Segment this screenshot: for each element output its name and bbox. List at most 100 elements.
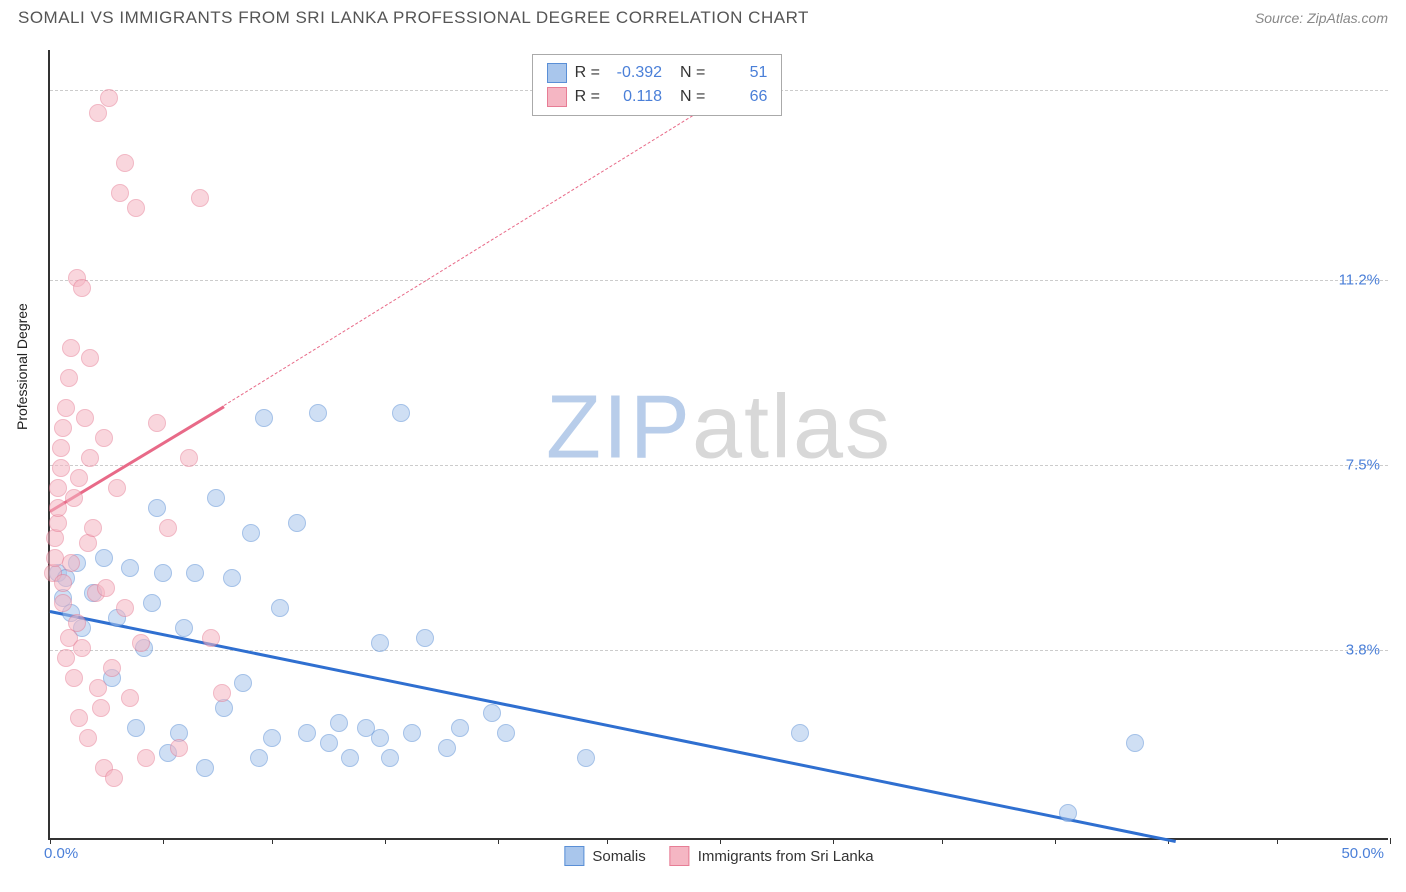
scatter-marker: [84, 519, 102, 537]
scatter-marker: [320, 734, 338, 752]
scatter-marker: [148, 499, 166, 517]
scatter-marker: [234, 674, 252, 692]
scatter-marker: [577, 749, 595, 767]
scatter-marker: [49, 499, 67, 517]
scatter-marker: [73, 639, 91, 657]
scatter-marker: [60, 369, 78, 387]
scatter-marker: [54, 594, 72, 612]
scatter-marker: [497, 724, 515, 742]
scatter-marker: [127, 199, 145, 217]
r-value: 0.118: [612, 85, 662, 109]
legend: Somalis Immigrants from Sri Lanka: [564, 846, 873, 866]
n-value: 51: [717, 61, 767, 85]
grid-line: [50, 280, 1388, 281]
scatter-marker: [255, 409, 273, 427]
scatter-marker: [371, 634, 389, 652]
scatter-marker: [309, 404, 327, 422]
scatter-marker: [116, 154, 134, 172]
y-axis-label: Professional Degree: [14, 303, 30, 430]
watermark-zip: ZIP: [546, 378, 692, 478]
scatter-marker: [65, 669, 83, 687]
scatter-marker: [196, 759, 214, 777]
scatter-marker: [73, 279, 91, 297]
scatter-marker: [100, 89, 118, 107]
scatter-marker: [121, 559, 139, 577]
legend-label: Somalis: [592, 848, 645, 865]
scatter-marker: [392, 404, 410, 422]
scatter-marker: [108, 479, 126, 497]
scatter-marker: [250, 749, 268, 767]
x-tick: [833, 838, 834, 844]
x-tick: [607, 838, 608, 844]
scatter-marker: [105, 769, 123, 787]
grid-line: [50, 465, 1388, 466]
scatter-marker: [54, 574, 72, 592]
y-tick-label: 7.5%: [1346, 457, 1380, 474]
scatter-marker: [70, 709, 88, 727]
n-label: N =: [680, 85, 705, 109]
y-tick-label: 3.8%: [1346, 642, 1380, 659]
scatter-marker: [483, 704, 501, 722]
r-label: R =: [575, 61, 600, 85]
plot-area: ZIPatlas 3.8%7.5%11.2%0.0%50.0%R =-0.392…: [48, 50, 1388, 840]
watermark-atlas: atlas: [692, 378, 892, 478]
chart-title: SOMALI VS IMMIGRANTS FROM SRI LANKA PROF…: [18, 8, 809, 28]
scatter-marker: [68, 614, 86, 632]
scatter-marker: [132, 634, 150, 652]
legend-swatch: [564, 846, 584, 866]
n-label: N =: [680, 61, 705, 85]
scatter-marker: [263, 729, 281, 747]
scatter-marker: [57, 649, 75, 667]
r-value: -0.392: [612, 61, 662, 85]
scatter-marker: [154, 564, 172, 582]
scatter-marker: [52, 459, 70, 477]
x-tick: [1277, 838, 1278, 844]
source-attribution: Source: ZipAtlas.com: [1255, 10, 1388, 26]
scatter-marker: [62, 339, 80, 357]
scatter-marker: [1126, 734, 1144, 752]
legend-swatch: [670, 846, 690, 866]
chart-container: ZIPatlas 3.8%7.5%11.2%0.0%50.0%R =-0.392…: [48, 50, 1388, 840]
scatter-marker: [271, 599, 289, 617]
scatter-marker: [207, 489, 225, 507]
scatter-marker: [191, 189, 209, 207]
scatter-marker: [791, 724, 809, 742]
scatter-marker: [451, 719, 469, 737]
scatter-marker: [186, 564, 204, 582]
scatter-marker: [137, 749, 155, 767]
scatter-marker: [215, 699, 233, 717]
legend-swatch: [547, 63, 567, 83]
trend-line-dashed: [224, 115, 694, 406]
scatter-marker: [57, 399, 75, 417]
scatter-marker: [81, 449, 99, 467]
scatter-marker: [62, 554, 80, 572]
scatter-marker: [52, 439, 70, 457]
stats-box: R =-0.392N =51R =0.118N =66: [532, 54, 783, 116]
stats-row: R = -0.392 N = 51: [547, 61, 768, 85]
x-tick: [1390, 838, 1391, 844]
legend-swatch: [547, 87, 567, 107]
x-tick: [1055, 838, 1056, 844]
scatter-marker: [148, 414, 166, 432]
x-tick: [163, 838, 164, 844]
scatter-marker: [371, 729, 389, 747]
scatter-marker: [416, 629, 434, 647]
scatter-marker: [70, 469, 88, 487]
trend-line: [50, 610, 1176, 842]
scatter-marker: [213, 684, 231, 702]
scatter-marker: [438, 739, 456, 757]
scatter-marker: [330, 714, 348, 732]
legend-item: Immigrants from Sri Lanka: [670, 846, 874, 866]
scatter-marker: [242, 524, 260, 542]
scatter-marker: [95, 549, 113, 567]
legend-label: Immigrants from Sri Lanka: [698, 848, 874, 865]
x-tick: [498, 838, 499, 844]
scatter-marker: [89, 104, 107, 122]
x-tick: [942, 838, 943, 844]
scatter-marker: [49, 479, 67, 497]
scatter-marker: [288, 514, 306, 532]
scatter-marker: [341, 749, 359, 767]
scatter-marker: [103, 659, 121, 677]
scatter-marker: [223, 569, 241, 587]
x-tick: [385, 838, 386, 844]
